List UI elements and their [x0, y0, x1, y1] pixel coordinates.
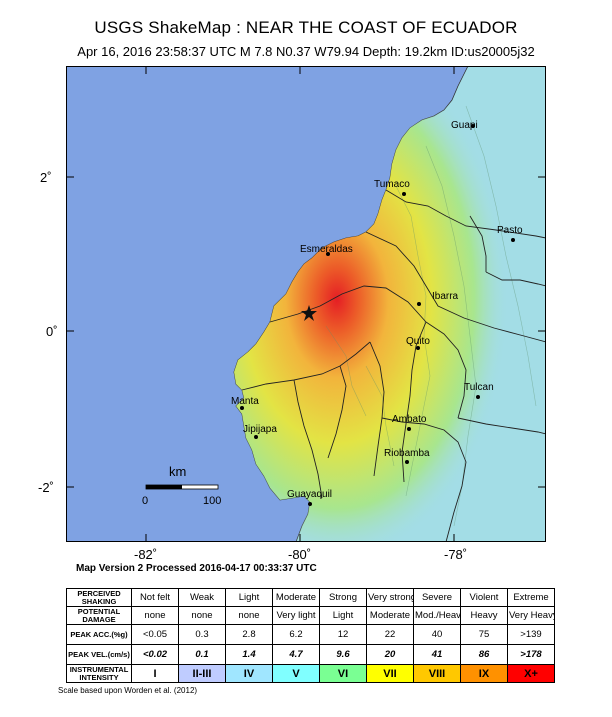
intensity-cell: I	[131, 664, 179, 683]
intensity-cell: IV	[225, 664, 273, 683]
city-jipijapa: Jipijapa	[243, 424, 277, 435]
shaking-overlay	[234, 66, 546, 542]
legend-shaking-label: PERCEIVED SHAKING	[66, 588, 132, 607]
vel-cell: <0.02	[131, 644, 179, 665]
legend-row-damage: POTENTIAL DAMAGE none none none Very lig…	[66, 606, 555, 625]
lon-label-82: -82˚	[134, 547, 158, 562]
acc-cell: 40	[413, 624, 461, 645]
city-manta: Manta	[231, 396, 259, 407]
city-esmeraldas: Esmeraldas	[300, 244, 353, 255]
city-markers: Guapi Tumaco Pasto Esmeraldas Ibarra Qui…	[231, 120, 523, 506]
damage-cell: none	[225, 606, 273, 625]
vel-cell: 4.7	[272, 644, 320, 665]
legend-damage-label: POTENTIAL DAMAGE	[66, 606, 132, 625]
damage-cell: none	[178, 606, 226, 625]
intensity-cell: IX	[460, 664, 508, 683]
damage-cell: Moderate	[366, 606, 414, 625]
intensity-cell: X+	[507, 664, 555, 683]
acc-cell: >139	[507, 624, 555, 645]
shaking-cell: Not felt	[131, 588, 179, 607]
scale-unit: km	[169, 464, 186, 479]
city-quito: Quito	[406, 336, 430, 347]
event-info: Apr 16, 2016 23:58:37 UTC M 7.8 N0.37 W7…	[77, 44, 535, 59]
scale-end: 100	[203, 495, 221, 507]
legend-row-shaking: PERCEIVED SHAKING Not felt Weak Light Mo…	[66, 588, 555, 607]
legend-row-intensity: INSTRUMENTAL INTENSITY I II-III IV V VI …	[66, 664, 555, 683]
city-tumaco: Tumaco	[374, 179, 410, 190]
acc-cell: 0.3	[178, 624, 226, 645]
vel-cell: 20	[366, 644, 414, 665]
scale-note: Scale based upon Worden et al. (2012)	[58, 686, 198, 695]
damage-cell: Heavy	[460, 606, 508, 625]
map-version: Map Version 2 Processed 2016-04-17 00:33…	[76, 563, 317, 574]
intensity-legend: PERCEIVED SHAKING Not felt Weak Light Mo…	[66, 588, 555, 683]
legend-row-vel: PEAK VEL.(cm/s) <0.02 0.1 1.4 4.7 9.6 20…	[66, 644, 555, 665]
shaking-cell: Light	[225, 588, 273, 607]
shaking-cell: Moderate	[272, 588, 320, 607]
lon-label-78: -78˚	[444, 547, 468, 562]
map-title: USGS ShakeMap : NEAR THE COAST OF ECUADO…	[94, 18, 518, 37]
province-boundaries	[241, 189, 546, 542]
map-frame	[66, 66, 546, 542]
acc-cell: 75	[460, 624, 508, 645]
city-guayaquil: Guayaquil	[287, 489, 332, 500]
city-tulcan: Tulcan	[464, 382, 494, 393]
scale-bar: km 0 100	[142, 464, 221, 507]
legend-vel-label: PEAK VEL.(cm/s)	[66, 644, 132, 665]
legend-intensity-label: INSTRUMENTAL INTENSITY	[66, 664, 132, 683]
damage-cell: Very Heavy	[507, 606, 555, 625]
shaking-cell: Weak	[178, 588, 226, 607]
terrain-shading	[325, 105, 537, 527]
vel-cell: 86	[460, 644, 508, 665]
vel-cell: 0.1	[178, 644, 226, 665]
legend-row-acc: PEAK ACC.(%g) <0.05 0.3 2.8 6.2 12 22 40…	[66, 624, 555, 645]
damage-cell: Mod./Heavy	[413, 606, 461, 625]
intensity-cell: V	[272, 664, 320, 683]
legend-acc-label: PEAK ACC.(%g)	[66, 624, 132, 645]
lon-label-80: -80˚	[288, 547, 312, 562]
city-pasto: Pasto	[497, 225, 523, 236]
lat-label-2: 2˚	[40, 170, 52, 185]
vel-cell: >178	[507, 644, 555, 665]
damage-cell: none	[131, 606, 179, 625]
city-riobamba: Riobamba	[384, 448, 430, 459]
epicenter-star	[301, 305, 317, 321]
vel-cell: 1.4	[225, 644, 273, 665]
shaking-cell: Violent	[460, 588, 508, 607]
shaking-cell: Severe	[413, 588, 461, 607]
lat-label-0: 0˚	[46, 324, 58, 339]
city-guapi: Guapi	[451, 120, 478, 131]
city-ibarra: Ibarra	[432, 291, 459, 302]
scale-start: 0	[142, 495, 148, 507]
lat-label-neg2: -2˚	[38, 480, 54, 495]
shaking-cell: Extreme	[507, 588, 555, 607]
acc-cell: 6.2	[272, 624, 320, 645]
shaking-cell: Very strong	[366, 588, 414, 607]
intensity-cell: VII	[366, 664, 414, 683]
vel-cell: 9.6	[319, 644, 367, 665]
acc-cell: 2.8	[225, 624, 273, 645]
city-ambato: Ambato	[392, 414, 427, 425]
acc-cell: 12	[319, 624, 367, 645]
acc-cell: 22	[366, 624, 414, 645]
intensity-cell: VIII	[413, 664, 461, 683]
damage-cell: Very light	[272, 606, 320, 625]
intensity-cell: VI	[319, 664, 367, 683]
vel-cell: 41	[413, 644, 461, 665]
shaking-cell: Strong	[319, 588, 367, 607]
shakemap: Guapi Tumaco Pasto Esmeraldas Ibarra Qui…	[66, 66, 546, 542]
acc-cell: <0.05	[131, 624, 179, 645]
intensity-cell: II-III	[178, 664, 226, 683]
damage-cell: Light	[319, 606, 367, 625]
